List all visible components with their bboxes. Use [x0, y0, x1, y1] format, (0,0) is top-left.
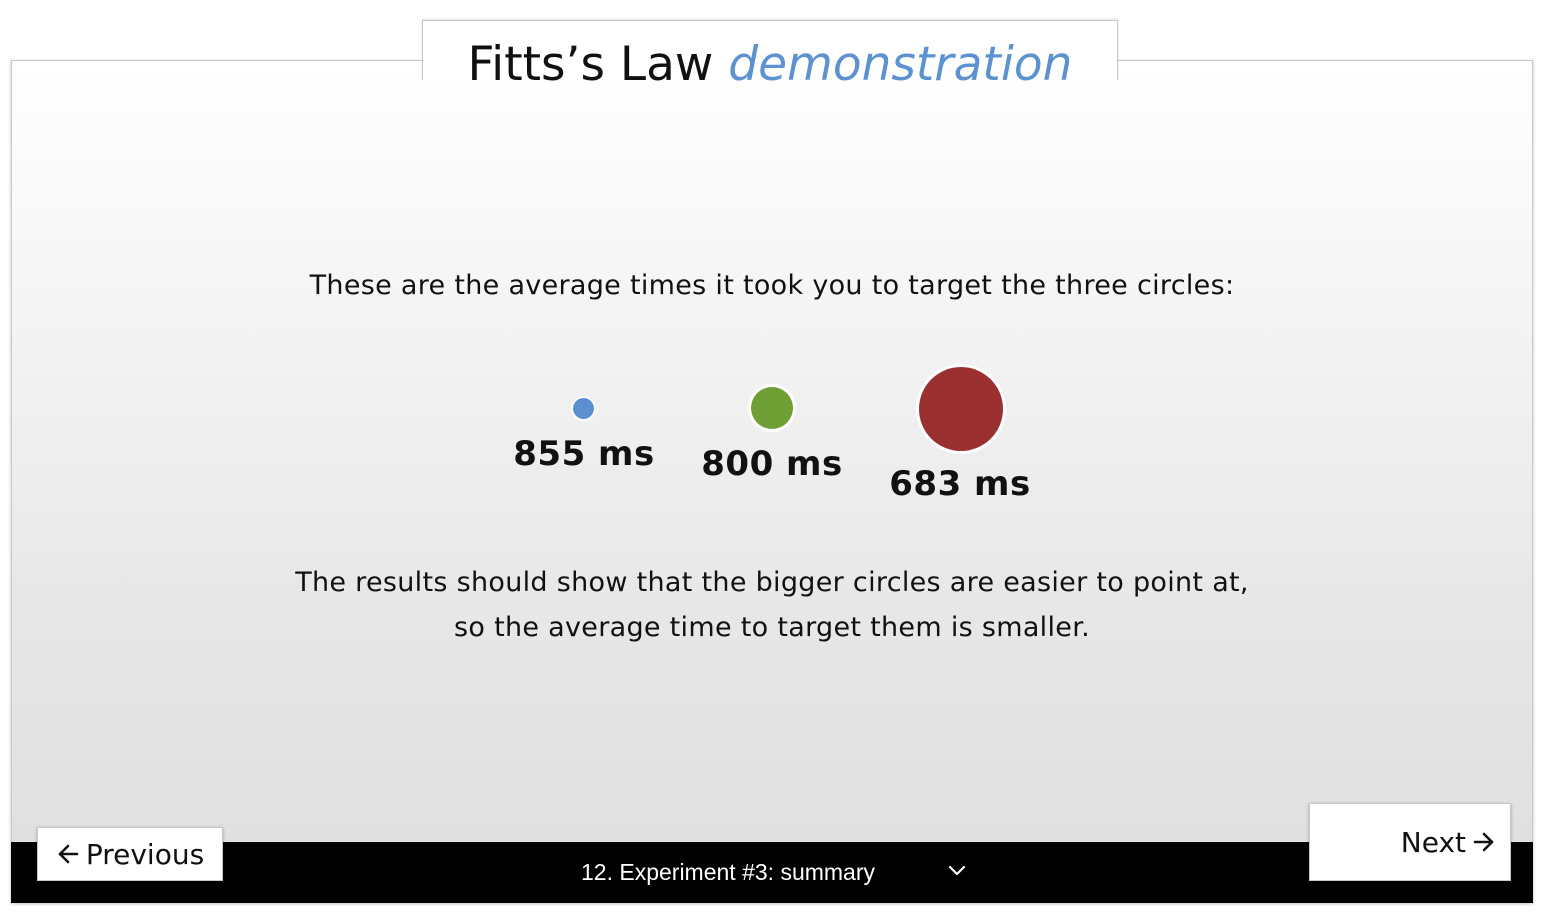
- medium-circle: [751, 387, 793, 429]
- large-circle-time: 683 ms: [889, 464, 1031, 504]
- result-text: The results should show that the bigger …: [0, 560, 1544, 650]
- next-button-label: Next: [1400, 825, 1466, 859]
- medium-circle-time: 800 ms: [701, 444, 843, 484]
- section-select-label: 12. Experiment #3: summary: [581, 858, 876, 885]
- small-circle: [573, 398, 594, 419]
- previous-button[interactable]: Previous: [37, 827, 223, 881]
- intro-text: These are the average times it took you …: [309, 270, 1235, 301]
- footer-bar: [11, 842, 1533, 903]
- previous-button-label: Previous: [85, 837, 205, 871]
- result-line-1: The results should show that the bigger …: [295, 567, 1249, 598]
- section-select[interactable]: 12. Experiment #3: summary: [560, 849, 980, 895]
- arrow-right-icon: [1473, 832, 1494, 852]
- chevron-down-icon: [948, 865, 966, 876]
- next-button[interactable]: Next: [1309, 803, 1511, 881]
- arrow-left-icon: [58, 844, 79, 864]
- title-main: Fitts’s Law: [467, 37, 714, 92]
- large-circle: [919, 367, 1003, 451]
- result-line-2: so the average time to target them is sm…: [454, 612, 1090, 643]
- title-accent: demonstration: [728, 37, 1073, 92]
- page-title: Fitts’s Law demonstration: [422, 20, 1118, 92]
- content-panel: [11, 60, 1533, 903]
- small-circle-time: 855 ms: [513, 434, 655, 474]
